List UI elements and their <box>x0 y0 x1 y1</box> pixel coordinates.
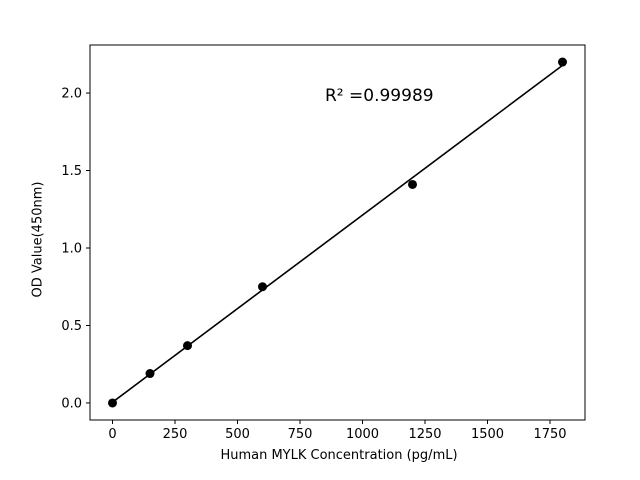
x-tick-label: 500 <box>225 427 250 442</box>
data-point <box>145 369 155 379</box>
x-tick-label: 250 <box>163 427 188 442</box>
data-point <box>558 57 567 67</box>
data-point <box>408 179 417 189</box>
y-tick-label: 2.0 <box>61 87 82 102</box>
r-squared-annotation: R² =0.99989 <box>325 86 434 106</box>
data-point <box>258 282 267 292</box>
x-tick-label: 1500 <box>471 427 504 442</box>
data-point <box>108 398 117 408</box>
x-tick-label: 750 <box>288 427 313 442</box>
x-tick-label: 1000 <box>346 427 379 442</box>
x-tick-label: 1750 <box>533 427 566 442</box>
x-axis-label: Human MYLK Concentration (pg/mL) <box>220 448 458 463</box>
y-tick-label: 1.0 <box>61 241 82 256</box>
y-tick-label: 0.5 <box>61 319 82 334</box>
y-tick-label: 1.5 <box>61 164 82 179</box>
x-tick-label: 0 <box>108 427 116 442</box>
y-axis-label: OD Value(450nm) <box>30 181 46 298</box>
x-tick-label: 1250 <box>408 427 441 442</box>
y-tick-label: 0.0 <box>61 396 82 411</box>
data-point <box>183 341 192 351</box>
